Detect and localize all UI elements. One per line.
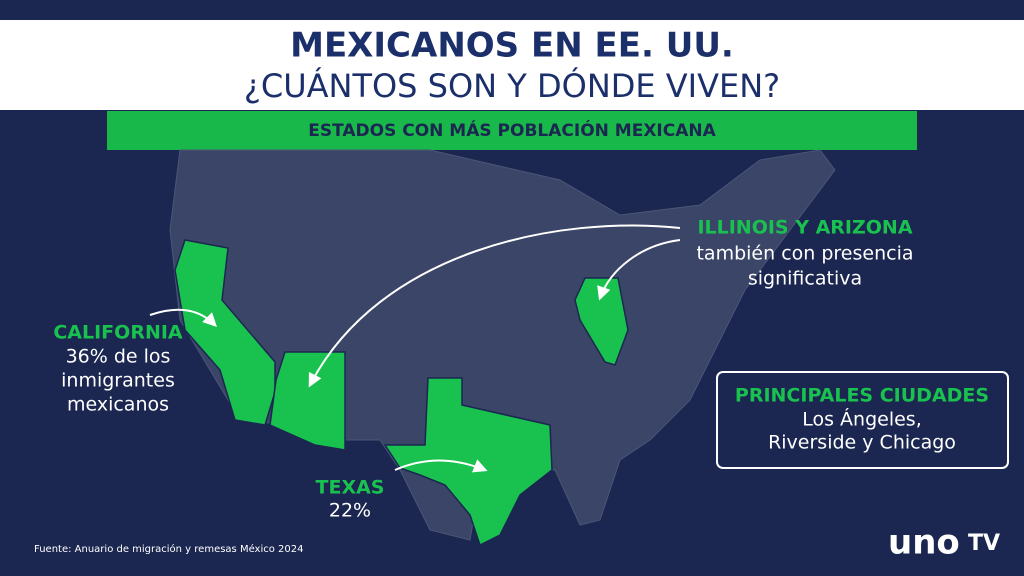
cities-text: Los Ángeles,	[802, 408, 922, 431]
subtitle: ¿CUÁNTOS SON Y DÓNDE VIVEN?	[244, 66, 780, 105]
source: Fuente: Anuario de migración y remesas M…	[34, 543, 304, 555]
arrow	[394, 459, 488, 473]
callout-text: también con presencia	[696, 243, 913, 265]
arizona	[269, 351, 346, 451]
callout-text: 36% de los	[66, 346, 171, 368]
callout-title: TEXAS	[316, 477, 385, 499]
header-band	[0, 20, 1024, 110]
callout-text: significativa	[748, 268, 862, 290]
title: MEXICANOS EN EE. UU.	[290, 26, 734, 66]
illinois	[574, 277, 629, 366]
cities-title: PRINCIPALES CIUDADES	[735, 385, 989, 407]
arrow	[149, 308, 217, 327]
arrow	[597, 239, 681, 301]
cities-box	[716, 371, 1009, 469]
texas	[383, 377, 553, 547]
callout-text: 22%	[329, 500, 371, 522]
logo-suffix: TV	[968, 531, 1000, 556]
banner-text: ESTADOS CON MÁS POBLACIÓN MEXICANA	[308, 119, 716, 141]
logo: uno	[888, 523, 960, 563]
arrow	[308, 224, 681, 388]
callout-text: inmigrantes	[61, 370, 175, 392]
callout-title: CALIFORNIA	[53, 322, 183, 344]
callout-text: mexicanos	[67, 394, 169, 416]
callout-title: ILLINOIS Y ARIZONA	[697, 217, 912, 239]
cities-text: Riverside y Chicago	[768, 432, 956, 454]
banner	[107, 111, 917, 150]
